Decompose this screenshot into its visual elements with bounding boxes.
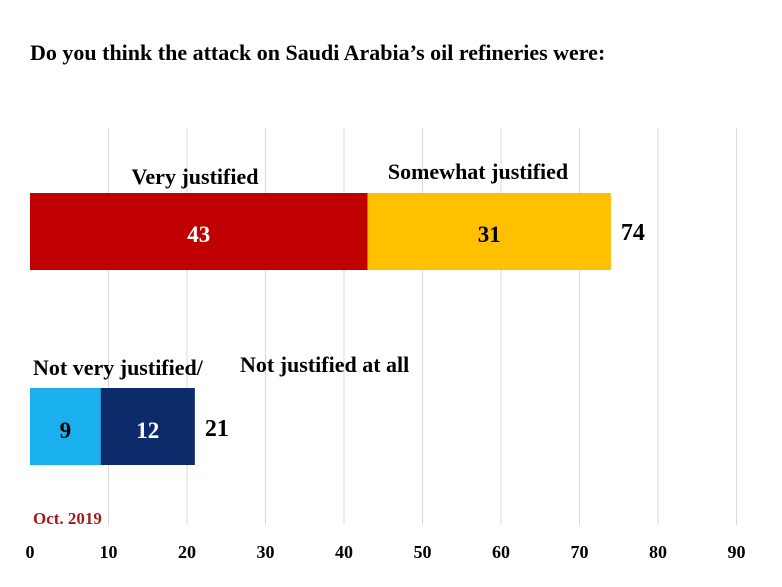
x-tick-label-20: 20 [178, 542, 196, 562]
x-tick-label-60: 60 [492, 542, 510, 562]
bar-segment-1-0 [30, 388, 101, 465]
x-tick-label-50: 50 [414, 542, 432, 562]
x-tick-label-80: 80 [649, 542, 667, 562]
x-tick-label-10: 10 [100, 542, 118, 562]
series-label-very-justified: Very justified [132, 164, 259, 189]
bar-segment-0-1 [367, 193, 611, 270]
bar-value-label-0-0: 43 [187, 222, 210, 247]
x-tick-label-0: 0 [26, 542, 35, 562]
bar-total-label-0: 74 [621, 220, 645, 246]
series-label-somewhat-justified: Somewhat justified [388, 159, 568, 184]
bar-value-label-0-1: 31 [478, 222, 501, 247]
x-tick-label-90: 90 [728, 542, 746, 562]
series-label-not-very-justified: Not very justified/ [33, 355, 204, 380]
bar-segment-0-0 [30, 193, 368, 270]
x-tick-label-40: 40 [335, 542, 353, 562]
bar-value-label-1-0: 9 [60, 418, 72, 443]
bar-value-label-1-1: 12 [136, 418, 159, 443]
bar-segment-1-1 [100, 388, 195, 465]
series-label-not-justified-at-all: Not justified at all [240, 352, 409, 377]
chart-title: Do you think the attack on Saudi Arabia’… [30, 40, 606, 65]
bar-total-label-1: 21 [205, 416, 229, 442]
date-footnote: Oct. 2019 [33, 509, 102, 528]
x-tick-label-70: 70 [571, 542, 589, 562]
x-tick-label-30: 30 [257, 542, 275, 562]
